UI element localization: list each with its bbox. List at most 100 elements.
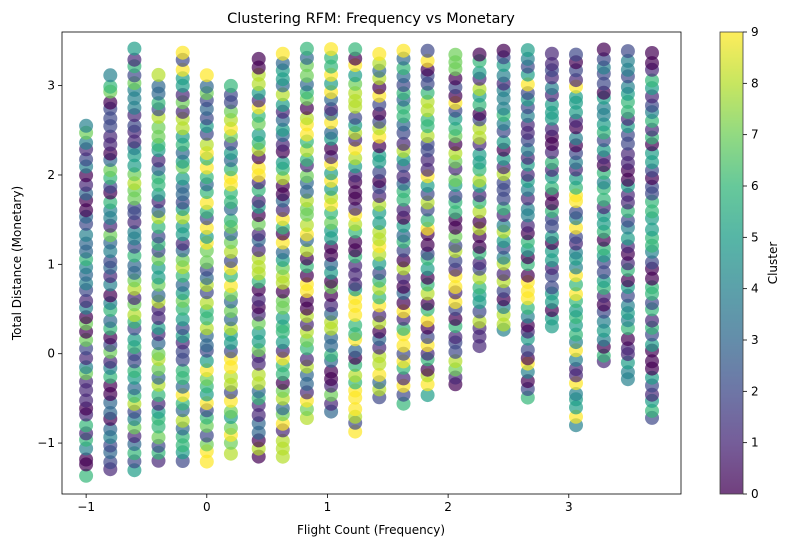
data-point: [420, 313, 435, 328]
data-point: [544, 97, 559, 112]
data-point: [569, 90, 583, 105]
data-point: [420, 162, 435, 177]
data-point: [448, 47, 463, 62]
data-point: [496, 101, 511, 116]
data-point: [151, 219, 166, 234]
data-point: [324, 42, 339, 57]
y-axis-label: Total Distance (Monetary): [10, 186, 24, 341]
data-point: [348, 235, 363, 250]
x-axis-label: Flight Count (Frequency): [297, 523, 445, 537]
data-point: [79, 468, 94, 483]
data-point: [544, 122, 559, 137]
data-point: [496, 250, 511, 265]
data-point: [620, 213, 635, 228]
data-point: [79, 118, 94, 133]
data-point: [472, 214, 487, 229]
data-point: [151, 288, 166, 303]
data-point: [275, 416, 290, 431]
data-point: [151, 320, 166, 335]
data-point: [448, 311, 463, 326]
chart-title: Clustering RFM: Frequency vs Monetary: [227, 11, 515, 27]
data-point: [151, 204, 166, 218]
data-point: [645, 271, 659, 286]
data-point: [645, 46, 659, 60]
data-point: [324, 215, 339, 230]
data-point: [299, 111, 314, 126]
data-point: [544, 230, 559, 245]
data-point: [420, 43, 435, 58]
data-point: [127, 381, 142, 396]
data-point: [151, 347, 166, 361]
data-point: [420, 153, 435, 167]
data-point: [151, 187, 166, 202]
data-point: [544, 280, 559, 295]
data-point: [79, 203, 94, 218]
data-point: [275, 310, 290, 325]
data-point: [103, 195, 118, 210]
data-point: [472, 314, 487, 329]
data-point: [127, 52, 142, 67]
data-point: [299, 352, 314, 367]
data-point: [127, 308, 142, 322]
y-tick-label: 1: [47, 257, 55, 271]
colorbar-label: Cluster: [766, 242, 780, 285]
colorbar-tick-label: 1: [751, 436, 759, 450]
data-point: [199, 195, 214, 210]
colorbar-tick-label: 8: [751, 76, 759, 90]
data-point: [223, 244, 238, 259]
colorbar-tick-label: 5: [751, 230, 759, 244]
y-tick-label: 3: [47, 79, 55, 93]
data-point: [275, 335, 290, 350]
data-point: [223, 404, 238, 419]
data-point: [79, 418, 94, 433]
data-point: [199, 79, 214, 94]
data-point: [103, 422, 118, 437]
data-point: [275, 433, 290, 448]
data-point: [103, 354, 118, 369]
data-point: [472, 47, 487, 62]
data-point: [396, 43, 411, 58]
x-axis: −1 0 1 2 3: [77, 494, 573, 514]
data-point: [569, 47, 583, 62]
data-point: [79, 152, 94, 167]
data-point: [251, 128, 266, 143]
data-point: [569, 287, 583, 302]
data-point: [299, 41, 314, 56]
colorbar-tick-label: 9: [751, 25, 759, 39]
data-point: [127, 41, 142, 56]
data-point: [520, 43, 535, 58]
data-point: [544, 155, 559, 170]
data-point: [620, 79, 635, 94]
data-point: [299, 218, 314, 232]
data-point: [275, 97, 290, 112]
data-point: [223, 446, 238, 461]
data-point: [251, 194, 266, 209]
x-tick-label: 0: [203, 500, 211, 514]
data-point: [396, 169, 411, 184]
data-point: [448, 121, 463, 136]
data-point: [645, 354, 659, 369]
data-point: [251, 408, 266, 423]
data-point: [324, 141, 339, 156]
data-point: [175, 62, 190, 77]
data-point: [348, 42, 363, 57]
data-point: [348, 368, 363, 383]
x-tick-label: 1: [324, 500, 332, 514]
data-point: [175, 363, 190, 378]
data-point: [223, 370, 238, 384]
data-point: [544, 81, 559, 96]
data-point: [299, 127, 314, 142]
data-point: [569, 205, 583, 220]
x-tick-label: −1: [77, 500, 95, 514]
data-point: [175, 104, 190, 119]
data-point: [496, 43, 511, 58]
data-point: [199, 354, 214, 368]
data-point: [103, 68, 118, 83]
data-point: [324, 364, 339, 379]
data-point: [372, 308, 387, 323]
data-point: [151, 270, 166, 285]
data-point: [396, 338, 411, 353]
data-point: [596, 101, 611, 116]
data-point: [151, 79, 166, 94]
data-point: [645, 337, 659, 352]
